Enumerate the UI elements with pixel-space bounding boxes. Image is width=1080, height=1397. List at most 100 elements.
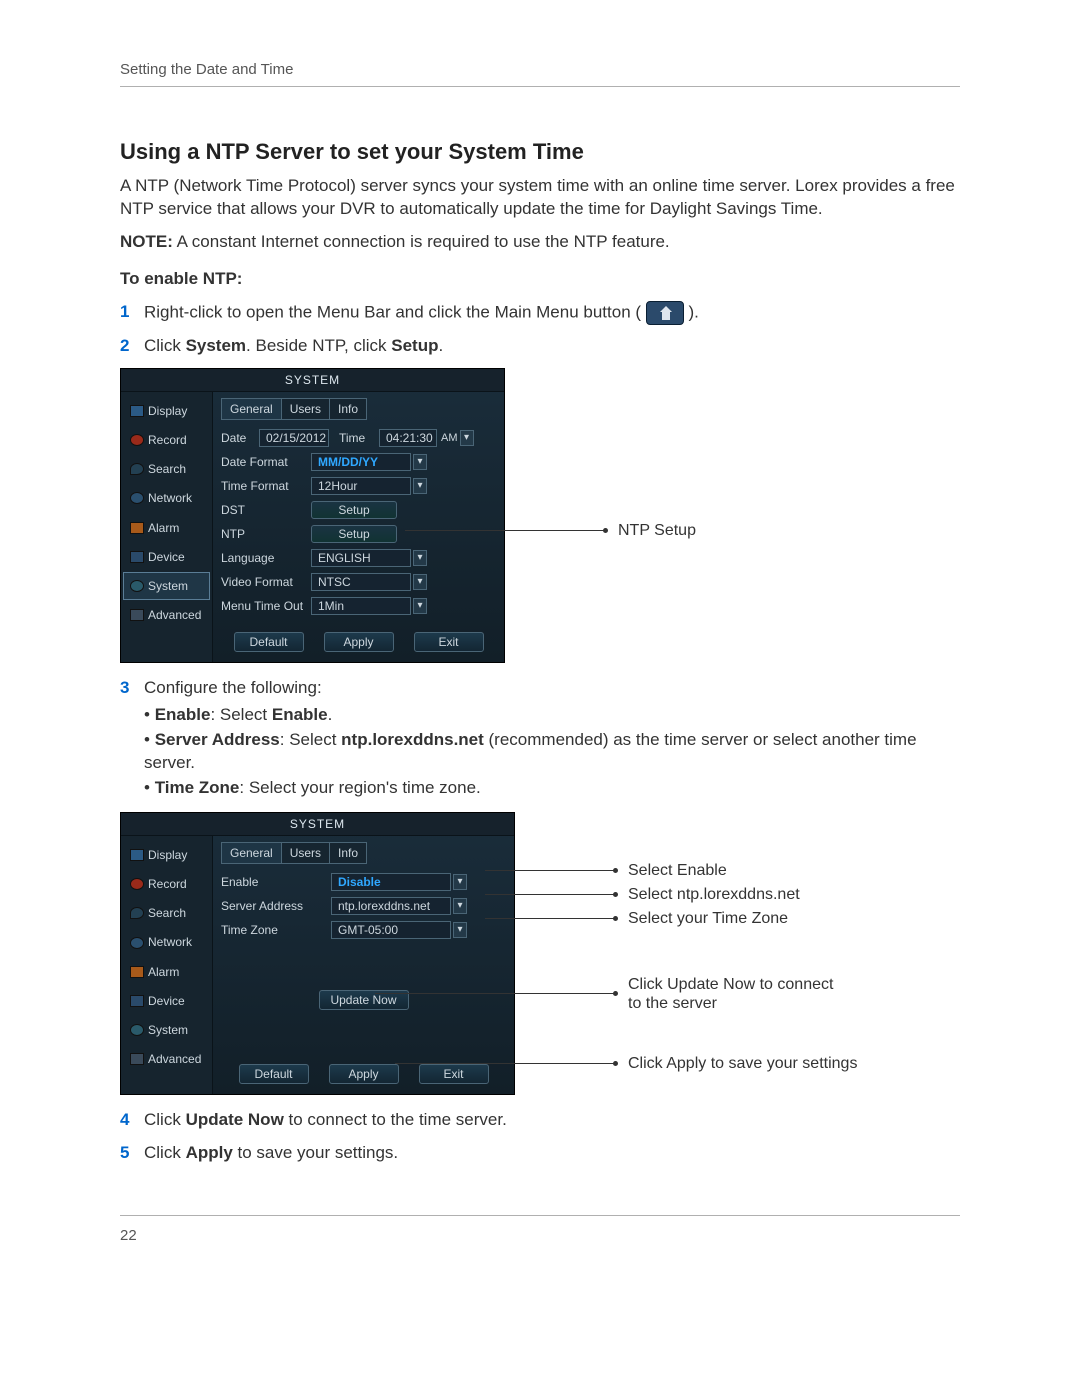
step-3-body: Configure the following: • Enable: Selec… <box>144 677 960 802</box>
ampm-dropdown-icon[interactable]: ▾ <box>460 430 474 446</box>
row-language: Language ENGLISH▾ <box>221 546 496 570</box>
server-address-label: Server Address <box>221 898 331 914</box>
step-3: 3 Configure the following: • Enable: Sel… <box>120 677 960 802</box>
apply-button[interactable]: Apply <box>324 632 394 652</box>
search-icon <box>130 907 144 919</box>
note-text: A constant Internet connection is requir… <box>173 232 670 251</box>
screenshot-2: SYSTEM Display Record Search Network Ala… <box>120 812 960 1095</box>
chevron-down-icon[interactable]: ▾ <box>413 454 427 470</box>
sidebar-item-network[interactable]: Network <box>123 928 210 956</box>
date-field[interactable]: 02/15/2012 <box>259 429 329 447</box>
sidebar-label-advanced: Advanced <box>148 607 201 623</box>
chevron-down-icon[interactable]: ▾ <box>453 922 467 938</box>
step-5: 5 Click Apply to save your settings. <box>120 1142 960 1165</box>
c-en: Select Enable <box>628 860 727 882</box>
b1d: . <box>328 705 333 724</box>
ntp-label: NTP <box>221 526 311 542</box>
menu-timeout-select[interactable]: 1Min <box>311 597 411 615</box>
sidebar-item-display[interactable]: Display <box>123 841 210 869</box>
video-format-select[interactable]: NTSC <box>311 573 411 591</box>
step-2-b: System <box>186 336 246 355</box>
sidebar-item-record[interactable]: Record <box>123 426 210 454</box>
sidebar-item-alarm[interactable]: Alarm <box>123 958 210 986</box>
c-tz: Select your Time Zone <box>628 908 788 930</box>
advanced-icon <box>130 1053 144 1065</box>
enable-ntp-heading: To enable NTP: <box>120 268 960 291</box>
sidebar-item-advanced[interactable]: Advanced <box>123 601 210 629</box>
dvr-window-1: SYSTEM Display Record Search Network Ala… <box>120 368 505 663</box>
c-srv: Select ntp.lorexddns.net <box>628 884 800 906</box>
sidebar-item-search[interactable]: Search <box>123 899 210 927</box>
row-server-address: Server Address ntp.lorexddns.net▾ <box>221 894 506 918</box>
network-icon <box>130 492 144 504</box>
chevron-down-icon[interactable]: ▾ <box>453 898 467 914</box>
language-value: ENGLISH <box>318 550 371 566</box>
step-2-number: 2 <box>120 335 144 358</box>
b2c: ntp.lorexddns.net <box>341 730 484 749</box>
chevron-down-icon[interactable]: ▾ <box>413 598 427 614</box>
tab-info[interactable]: Info <box>329 398 367 420</box>
sidebar-item-search[interactable]: Search <box>123 455 210 483</box>
default-button[interactable]: Default <box>234 632 304 652</box>
time-format-label: Time Format <box>221 478 311 494</box>
tab-users[interactable]: Users <box>281 842 330 864</box>
sidebar-item-system[interactable]: System <box>123 1016 210 1044</box>
exit-button[interactable]: Exit <box>414 632 484 652</box>
step-1-text-b: ). <box>684 302 699 321</box>
c-u1: Click Update Now to connect <box>628 976 833 993</box>
header-rule <box>120 86 960 87</box>
sidebar-item-device[interactable]: Device <box>123 987 210 1015</box>
ampm-label: AM <box>441 431 458 446</box>
enable-select[interactable]: Disable <box>331 873 451 891</box>
sidebar-item-alarm[interactable]: Alarm <box>123 514 210 542</box>
language-select[interactable]: ENGLISH <box>311 549 411 567</box>
device-icon <box>130 551 144 563</box>
s5c: to save your settings. <box>233 1143 398 1162</box>
tab-info[interactable]: Info <box>329 842 367 864</box>
step-4-body: Click Update Now to connect to the time … <box>144 1109 960 1132</box>
step-5-body: Click Apply to save your settings. <box>144 1142 960 1165</box>
sl-a: Alarm <box>148 964 179 980</box>
sidebar-item-device[interactable]: Device <box>123 543 210 571</box>
sidebar-item-record[interactable]: Record <box>123 870 210 898</box>
apply-button[interactable]: Apply <box>329 1064 399 1084</box>
time-format-select[interactable]: 12Hour <box>311 477 411 495</box>
system-icon <box>130 580 144 592</box>
row-video-format: Video Format NTSC▾ <box>221 570 496 594</box>
chevron-down-icon[interactable]: ▾ <box>413 574 427 590</box>
time-field[interactable]: 04:21:30 <box>379 429 437 447</box>
ntp-setup-button[interactable]: Setup <box>311 525 397 543</box>
time-zone-select[interactable]: GMT-05:00 <box>331 921 451 939</box>
video-format-label: Video Format <box>221 574 311 590</box>
sidebar-item-advanced[interactable]: Advanced <box>123 1045 210 1073</box>
date-format-label: Date Format <box>221 454 311 470</box>
tab-general[interactable]: General <box>221 842 282 864</box>
server-address-select[interactable]: ntp.lorexddns.net <box>331 897 451 915</box>
screenshot-1: SYSTEM Display Record Search Network Ala… <box>120 368 960 663</box>
sidebar-item-display[interactable]: Display <box>123 397 210 425</box>
sidebar-item-system[interactable]: System <box>123 572 210 600</box>
step-2: 2 Click System. Beside NTP, click Setup. <box>120 335 960 358</box>
tab-users[interactable]: Users <box>281 398 330 420</box>
dst-label: DST <box>221 502 311 518</box>
callout-select-tz: Select your Time Zone <box>485 908 788 930</box>
main-menu-icon <box>646 301 684 325</box>
tab-general[interactable]: General <box>221 398 282 420</box>
row-time-zone: Time Zone GMT-05:00▾ <box>221 918 506 942</box>
row-menu-timeout: Menu Time Out 1Min▾ <box>221 594 496 618</box>
sidebar-item-network[interactable]: Network <box>123 484 210 512</box>
dst-setup-button[interactable]: Setup <box>311 501 397 519</box>
intro-paragraph: A NTP (Network Time Protocol) server syn… <box>120 175 960 221</box>
sidebar-label-display: Display <box>148 403 187 419</box>
chevron-down-icon[interactable]: ▾ <box>413 478 427 494</box>
default-button[interactable]: Default <box>239 1064 309 1084</box>
sl-sy: System <box>148 1022 188 1038</box>
chevron-down-icon[interactable]: ▾ <box>413 550 427 566</box>
sl-ad: Advanced <box>148 1051 201 1067</box>
step-4: 4 Click Update Now to connect to the tim… <box>120 1109 960 1132</box>
date-format-select[interactable]: MM/DD/YY <box>311 453 411 471</box>
chevron-down-icon[interactable]: ▾ <box>453 874 467 890</box>
b3a: Time Zone <box>155 778 240 797</box>
enable-label: Enable <box>221 874 331 890</box>
callout-update-now: Click Update Now to connectto the server <box>375 975 833 1013</box>
